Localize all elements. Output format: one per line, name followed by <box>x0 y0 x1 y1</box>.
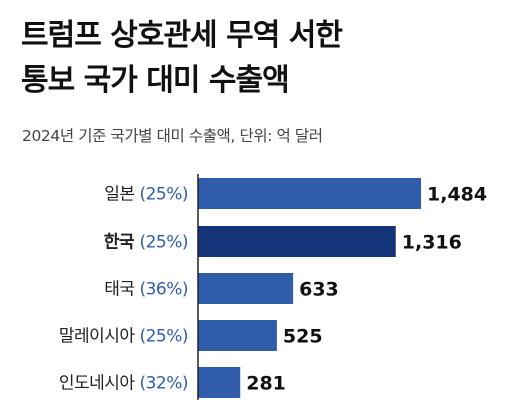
category-percent-1: (25%) <box>139 233 188 253</box>
bar-4 <box>198 367 241 398</box>
chart-subtitle: 2024년 기준 국가별 대미 수출액, 단위: 억 달러 <box>22 127 323 145</box>
bar-1 <box>198 226 396 257</box>
category-name-1: 한국 <box>104 233 140 253</box>
chart-title-line2: 통보 국가 대미 수출액 <box>21 63 290 98</box>
category-name-2: 태국 <box>104 280 139 300</box>
category-label-3: 말레이시아 (25%) <box>59 327 188 347</box>
value-label-3: 525 <box>283 326 323 348</box>
category-label-1: 한국 (25%) <box>104 233 188 253</box>
category-name-3: 말레이시아 <box>59 327 140 347</box>
category-percent-0: (25%) <box>139 185 188 205</box>
category-percent-4: (32%) <box>139 374 188 394</box>
category-percent-2: (36%) <box>139 280 188 300</box>
category-label-0: 일본 (25%) <box>104 185 188 205</box>
category-label-2: 태국 (36%) <box>104 280 188 300</box>
bar-2 <box>198 273 294 304</box>
chart-title-line1: 트럼프 상호관세 무역 서한 <box>21 18 343 53</box>
category-label-4: 인도네시아 (32%) <box>59 374 188 394</box>
value-label-1: 1,316 <box>402 232 462 254</box>
bar-3 <box>198 320 277 351</box>
value-label-0: 1,484 <box>427 184 487 206</box>
bar-0 <box>198 178 421 209</box>
category-percent-3: (25%) <box>139 327 188 347</box>
category-name-4: 인도네시아 <box>59 374 140 394</box>
value-label-4: 281 <box>246 373 286 395</box>
category-name-0: 일본 <box>104 185 139 205</box>
value-label-2: 633 <box>299 279 339 301</box>
